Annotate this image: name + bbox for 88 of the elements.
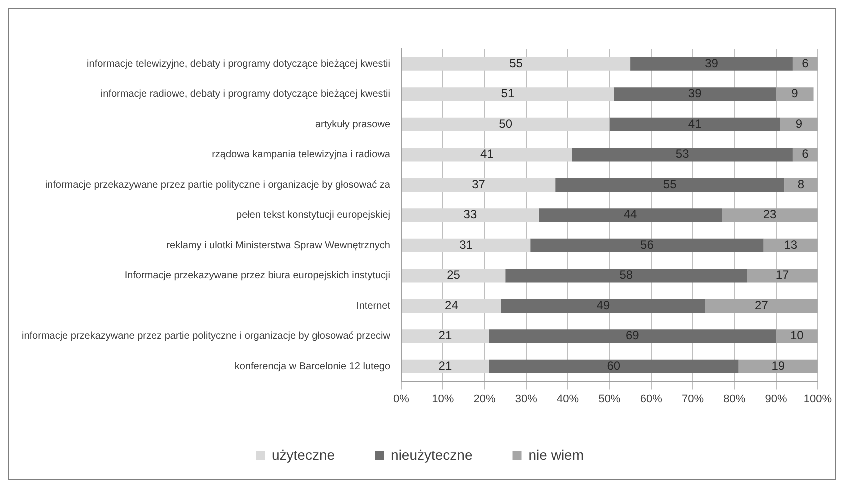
bar — [610, 118, 780, 132]
data-label: 9 — [792, 86, 799, 101]
y-tick-label: informacje radiowe, debaty i programy dotyczące bieżącej kwestii — [100, 89, 390, 100]
bar — [402, 88, 614, 102]
x-tick-label: 50% — [598, 393, 621, 406]
bar — [402, 269, 506, 283]
data-label: 25 — [447, 268, 461, 282]
x-tick-label: 0% — [394, 393, 410, 406]
data-label: 17 — [776, 268, 790, 282]
data-label: 41 — [688, 116, 702, 131]
bar — [780, 118, 818, 132]
bar — [488, 330, 776, 344]
x-tick-label: 40% — [557, 393, 580, 406]
y-tick-label: konferencja w Barcelonie 12 lutego — [234, 361, 391, 372]
x-tick-label: 30% — [515, 393, 538, 406]
data-label: 50 — [499, 116, 513, 131]
bar — [764, 238, 818, 252]
legend-label: nieużyteczne — [391, 446, 473, 463]
bar — [630, 57, 793, 71]
data-label: 69 — [626, 328, 640, 343]
x-tick-label: 100% — [804, 393, 832, 406]
data-label: 41 — [480, 147, 494, 162]
data-label: 55 — [510, 56, 524, 70]
bar — [738, 360, 818, 374]
y-tick-label: Internet — [356, 300, 391, 312]
x-tick-label: 10% — [432, 393, 454, 406]
y-tick-label: artykuły prasowe — [315, 119, 391, 130]
x-tick-label: 20% — [474, 393, 496, 406]
data-label: 58 — [620, 268, 634, 282]
data-label: 6 — [802, 147, 810, 162]
bar — [402, 178, 556, 192]
bar — [501, 299, 706, 313]
data-label: 37 — [472, 177, 486, 192]
y-tick-label: pełen tekst konstytucji europejskiej — [236, 210, 390, 222]
data-label: 53 — [676, 147, 690, 162]
data-label: 39 — [705, 56, 719, 70]
bar — [722, 208, 818, 222]
bar — [402, 330, 489, 344]
data-label: 24 — [445, 298, 459, 312]
y-tick-label: informacje przekazywane przez partie polityczne i organizacje by głosować przeciw — [22, 331, 392, 342]
bar — [402, 148, 572, 162]
x-tick-label: 60% — [640, 393, 663, 406]
bar — [572, 148, 793, 162]
bar — [784, 178, 818, 192]
legend-label: użyteczne — [272, 446, 336, 463]
data-label: 33 — [464, 208, 478, 222]
bar — [402, 299, 502, 313]
bar — [402, 208, 539, 222]
data-label: 9 — [796, 116, 803, 131]
bar — [402, 57, 631, 71]
data-label: 19 — [772, 358, 786, 373]
y-tick-label: reklamy i ulotki Ministerstwa Spraw Wewnętrznych — [166, 240, 390, 252]
bar — [402, 360, 489, 374]
bar — [488, 360, 739, 374]
bar — [506, 269, 748, 283]
data-label: 13 — [784, 238, 798, 252]
data-label: 56 — [640, 238, 654, 252]
y-tick-label: rządowa kampania telewizyjna i radiowa — [212, 150, 391, 161]
data-label: 49 — [596, 298, 610, 312]
data-label: 23 — [763, 208, 778, 222]
bar — [402, 118, 610, 132]
data-label: 31 — [460, 238, 474, 252]
x-tick-label: 90% — [765, 393, 788, 406]
data-label: 27 — [755, 298, 769, 312]
data-label: 6 — [802, 56, 810, 70]
bar — [538, 208, 722, 222]
bar — [705, 299, 818, 313]
data-label: 44 — [624, 208, 638, 222]
data-label: 21 — [438, 358, 452, 373]
data-label: 10 — [790, 328, 804, 343]
x-tick-label: 80% — [724, 393, 746, 406]
y-tick-label: informacje telewizyjne, debaty i programy dotyczące bieżącej kwestii — [87, 58, 390, 70]
data-label: 55 — [663, 177, 678, 192]
legend-label: nie wiem — [528, 446, 584, 463]
y-tick-label: Informacje przekazywane przez biura europejskich instytucji — [124, 270, 390, 282]
x-tick-label: 70% — [682, 393, 704, 406]
data-label: 60 — [607, 358, 621, 373]
bar — [747, 269, 818, 283]
data-label: 39 — [688, 86, 702, 101]
data-label: 51 — [501, 86, 515, 101]
data-label: 21 — [438, 328, 452, 343]
y-tick-label: informacje przekazywane przez partie polityczne i organizacje by głosować za — [45, 180, 391, 191]
bar — [776, 88, 814, 102]
bar — [556, 178, 785, 192]
bar — [402, 238, 531, 252]
bar — [530, 238, 764, 252]
bar — [614, 88, 776, 102]
data-label: 8 — [798, 177, 805, 192]
